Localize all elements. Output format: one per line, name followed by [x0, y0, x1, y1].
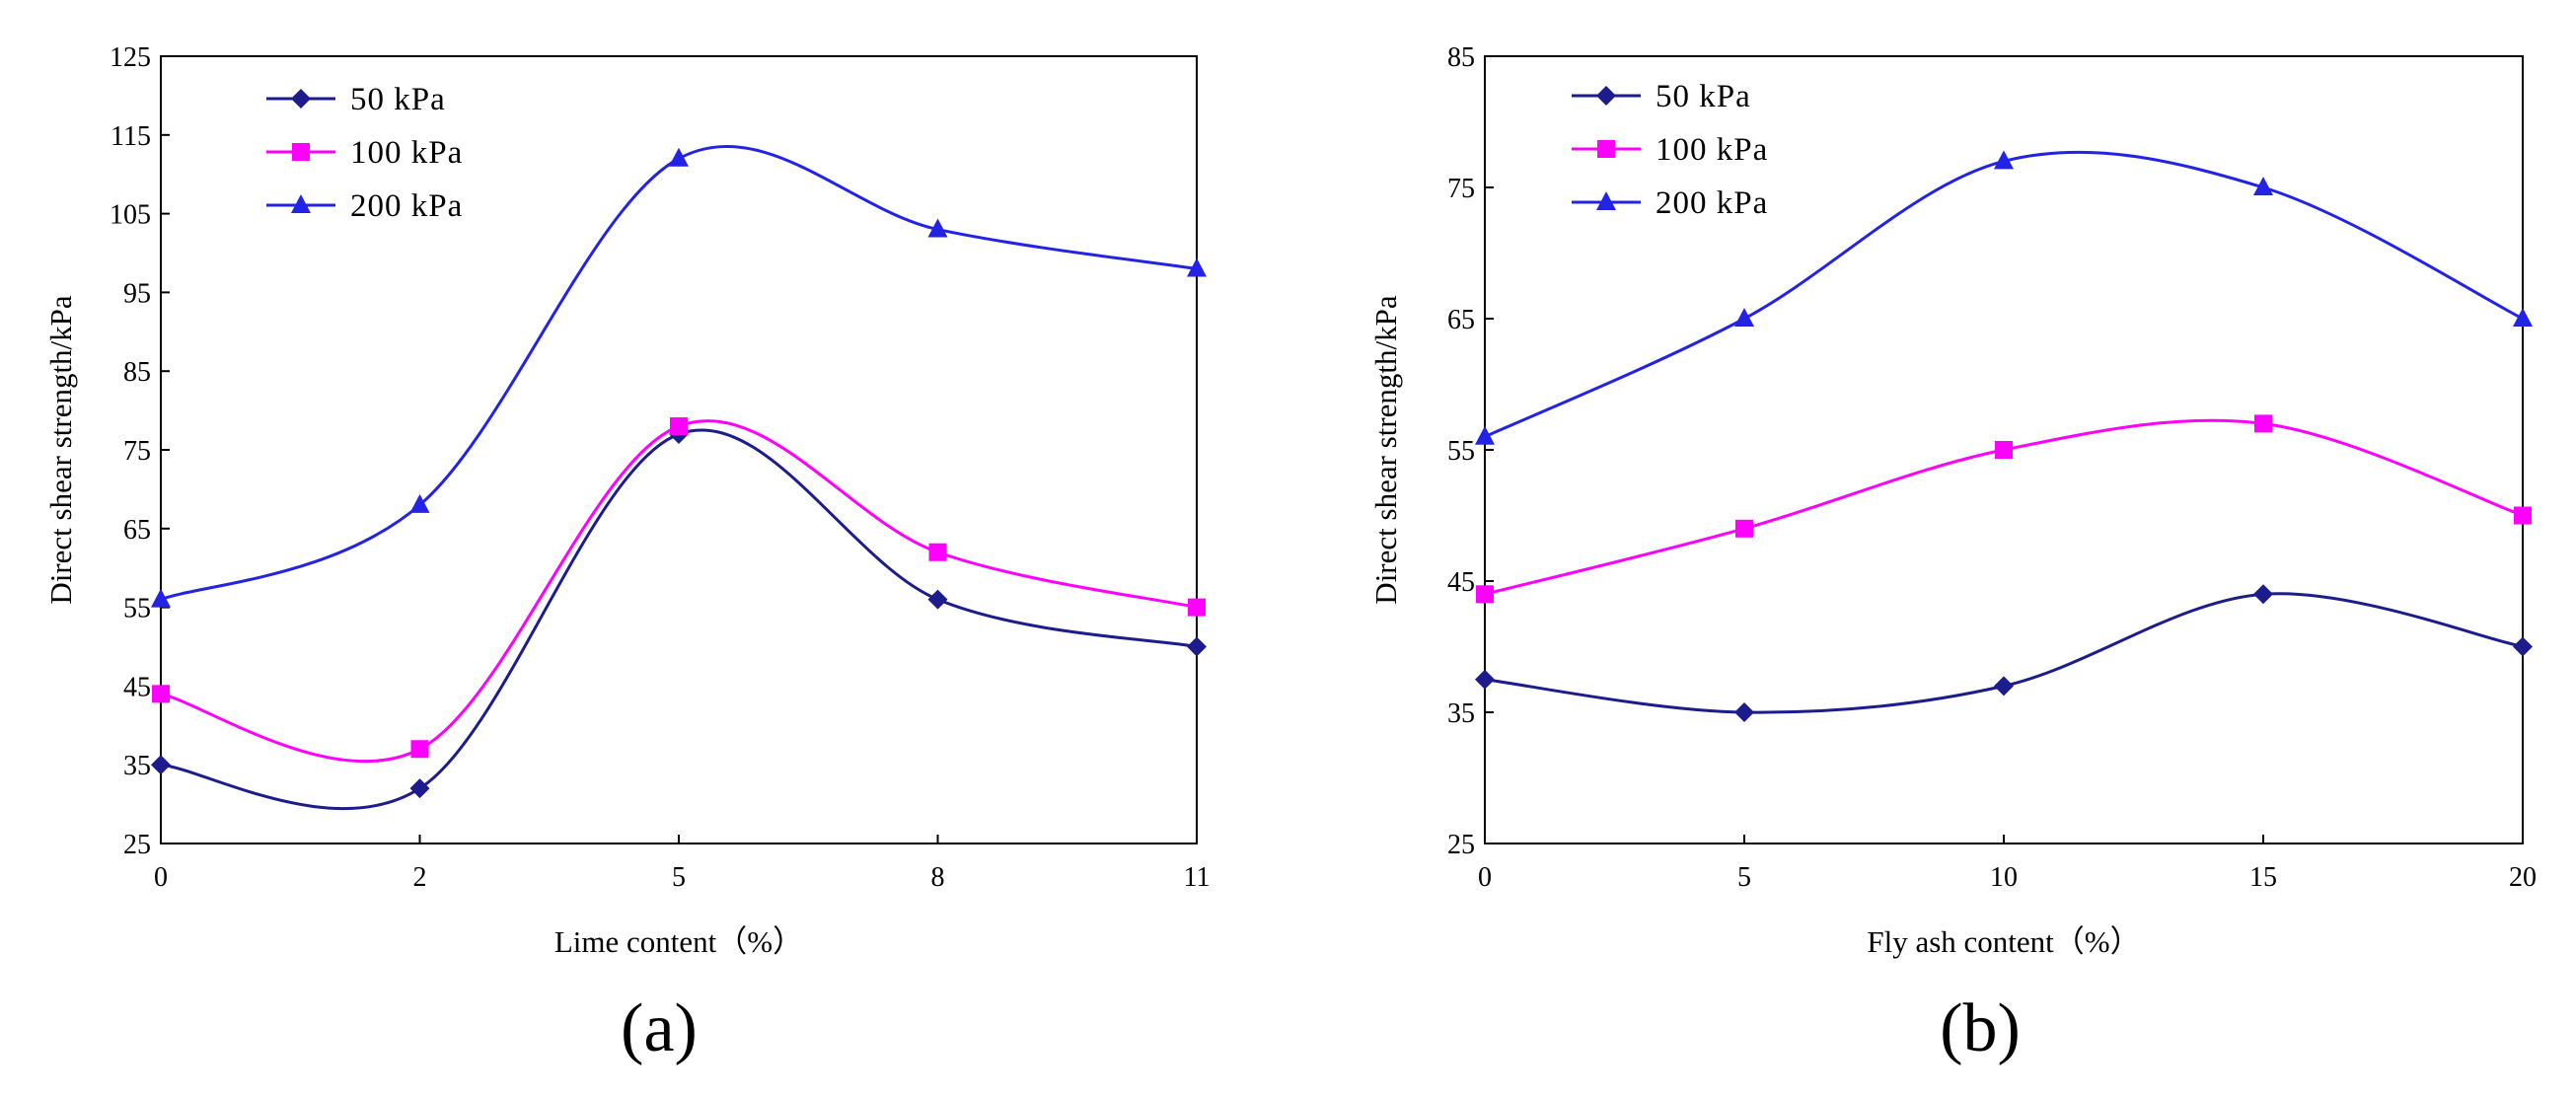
x-tick-label: 5 — [672, 862, 686, 893]
series-line — [160, 419, 1198, 764]
x-tick-label: 15 — [2249, 862, 2277, 893]
data-point — [1475, 669, 1495, 690]
data-point — [1735, 519, 1753, 538]
data-point — [928, 543, 947, 561]
data-point — [1994, 150, 2014, 170]
x-axis-label: Lime content（%） — [554, 924, 803, 959]
x-tick-label: 0 — [1478, 862, 1492, 893]
data-point — [1476, 585, 1494, 604]
y-tick-label: 65 — [1447, 305, 1475, 335]
legend-label: 200 kPa — [1656, 185, 1768, 221]
series-2 — [1475, 150, 2533, 445]
y-tick-label: 45 — [123, 672, 151, 702]
legend-label: 50 kPa — [1656, 79, 1751, 114]
legend-marker — [1596, 86, 1616, 106]
data-point — [152, 685, 170, 703]
y-tick-label: 65 — [123, 515, 151, 546]
series-line — [160, 145, 1198, 602]
x-tick-label: 11 — [1184, 862, 1211, 893]
y-tick-label: 85 — [1447, 42, 1475, 73]
y-axis-label: Direct shear strength/kPa — [43, 295, 78, 605]
data-point — [2514, 506, 2532, 525]
x-tick-label: 8 — [931, 862, 945, 893]
data-point — [2513, 308, 2533, 327]
panel-label: (a) — [621, 990, 698, 1066]
series-line — [160, 428, 1198, 811]
legend-marker — [291, 194, 311, 213]
y-tick-label: 45 — [1447, 567, 1475, 598]
y-tick-label: 55 — [1447, 436, 1475, 467]
series-line — [1484, 150, 2524, 439]
data-point — [1188, 598, 1206, 617]
data-point — [1187, 257, 1207, 277]
series-0 — [1475, 584, 2533, 722]
legend-label: 200 kPa — [350, 188, 463, 224]
data-point — [1994, 676, 2014, 697]
legend-label: 100 kPa — [1656, 132, 1768, 168]
legend-marker — [291, 89, 311, 109]
legend-label: 100 kPa — [350, 135, 463, 171]
data-point — [927, 589, 948, 610]
x-tick-label: 5 — [1737, 862, 1751, 893]
data-point — [409, 778, 430, 799]
data-point — [1995, 441, 2013, 459]
data-point — [2254, 414, 2272, 433]
x-tick-label: 20 — [2509, 862, 2537, 893]
y-tick-label: 125 — [110, 42, 151, 73]
y-tick-label: 75 — [123, 436, 151, 467]
data-point — [151, 755, 171, 775]
data-point — [670, 417, 688, 436]
series-1 — [152, 417, 1206, 764]
data-point — [2513, 636, 2533, 657]
y-tick-label: 25 — [1447, 830, 1475, 860]
panel-label: (b) — [1940, 990, 2021, 1066]
y-tick-label: 115 — [110, 121, 151, 152]
y-tick-label: 75 — [1447, 174, 1475, 204]
data-point — [1734, 702, 1754, 722]
x-tick-label: 0 — [154, 862, 168, 893]
data-point — [410, 740, 429, 759]
data-point — [1187, 636, 1207, 657]
legend-label: 50 kPa — [350, 82, 446, 117]
y-tick-label: 25 — [123, 830, 151, 860]
data-point — [927, 218, 948, 238]
legend-marker — [1596, 191, 1616, 210]
data-point — [669, 147, 689, 167]
plot-frame — [160, 55, 1198, 844]
x-axis-label: Fly ash content（%） — [1867, 924, 2140, 959]
data-point — [2253, 177, 2273, 195]
x-tick-label: 2 — [413, 862, 427, 893]
series-1 — [1476, 414, 2532, 604]
legend-marker — [1597, 140, 1615, 158]
y-axis-label: Direct shear strength/kPa — [1368, 295, 1403, 605]
y-tick-label: 95 — [123, 278, 151, 309]
y-tick-label: 55 — [123, 594, 151, 624]
chart-panel-b: 25 35 45 55 65 75 85 0 5 10 15 20 Fly ash content（%）… — [1368, 42, 2537, 1066]
y-tick-label: 105 — [110, 200, 151, 231]
data-point — [1734, 308, 1754, 327]
data-point — [151, 588, 171, 608]
y-tick-label: 35 — [1447, 698, 1475, 729]
series-2 — [151, 145, 1207, 608]
data-point — [1475, 425, 1495, 445]
legend-marker — [292, 143, 310, 161]
data-point — [409, 493, 430, 513]
y-tick-label: 35 — [123, 751, 151, 781]
y-tick-label: 85 — [123, 357, 151, 388]
x-tick-label: 10 — [1990, 862, 2018, 893]
data-point — [2253, 584, 2273, 605]
series-0 — [151, 424, 1207, 811]
